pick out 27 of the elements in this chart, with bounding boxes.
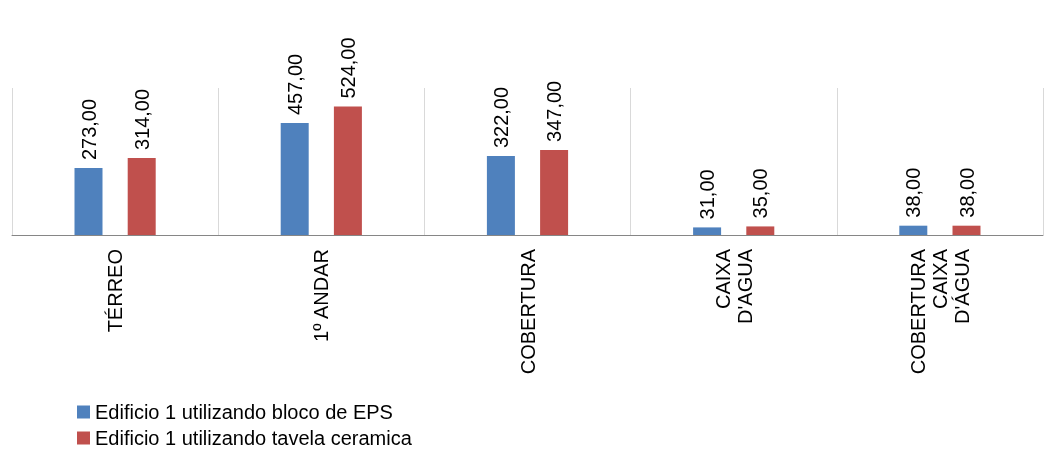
data-label: 322,00	[489, 86, 512, 149]
data-label: 314,00	[130, 88, 153, 151]
legend-label: Edificio 1 utilizando bloco de EPS	[95, 401, 393, 423]
data-label: 38,00	[902, 167, 925, 218]
bar	[280, 123, 309, 235]
bar	[540, 149, 569, 235]
data-label: 347,00	[543, 80, 566, 142]
bar	[333, 106, 362, 235]
x-tick-label: 1º ANDAR	[310, 249, 333, 342]
x-tick-label: CAIXA D'AGUA	[711, 248, 756, 324]
legend-label: Edificio 1 utilizando tavela ceramica	[95, 427, 413, 449]
data-label: 35,00	[749, 168, 772, 219]
data-label: 457,00	[283, 53, 306, 116]
data-label: 31,00	[696, 169, 719, 220]
x-tick-label: COBERTURA CAIXA D'ÁGUA	[906, 248, 973, 375]
bar	[952, 225, 981, 235]
bar	[693, 227, 722, 235]
bar	[127, 158, 156, 235]
bar	[899, 225, 928, 235]
x-tick-label: COBERTURA	[516, 248, 539, 375]
data-label: 38,00	[955, 167, 978, 218]
x-tick-label: TÉRREO	[104, 249, 127, 333]
bar	[746, 226, 775, 235]
bar	[74, 168, 103, 235]
data-label: 273,00	[77, 98, 100, 161]
bar	[486, 156, 515, 235]
data-label: 524,00	[336, 37, 359, 99]
